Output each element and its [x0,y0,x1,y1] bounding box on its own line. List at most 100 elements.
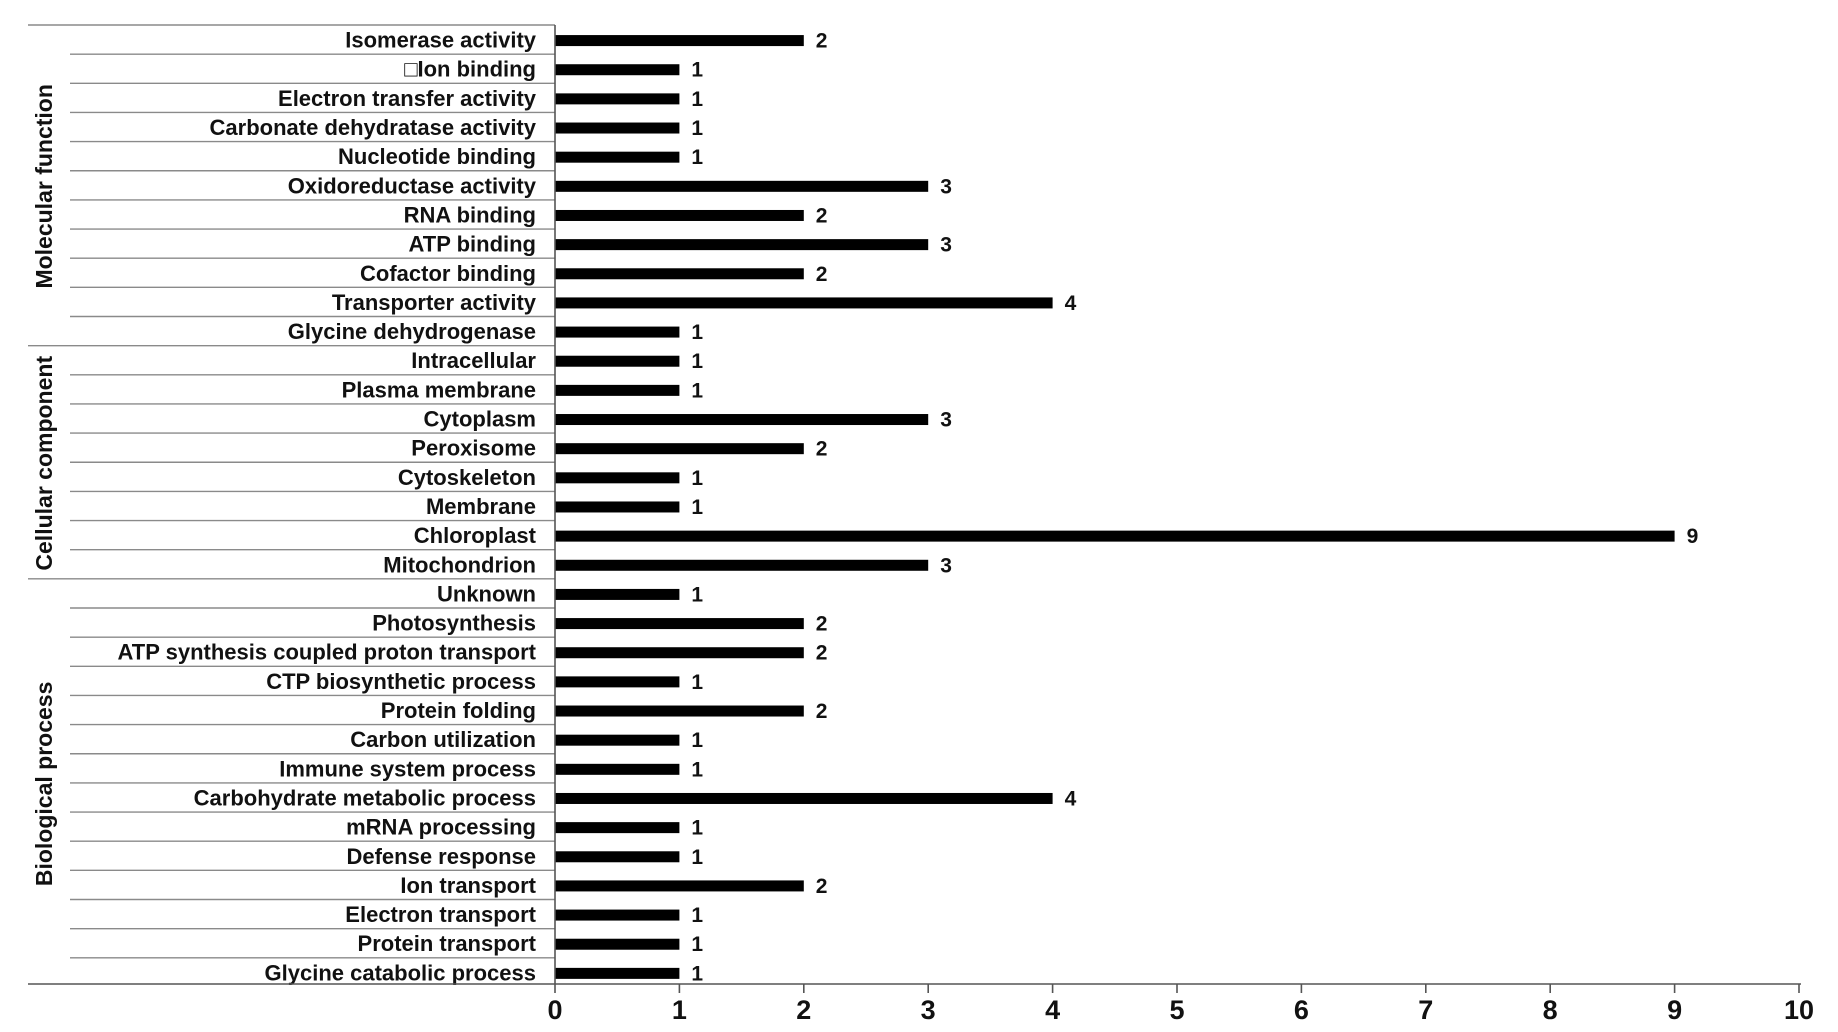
value-labels: 2 1 1 1 1 3 2 3 2 4 1 1 1 3 2 1 1 9 3 1 2 2 1 2 1 1 4 1 1 2 1 1 1 [691,30,1698,986]
bar [555,326,680,338]
bar [555,967,680,979]
category-label: Mitochondrion [383,552,536,577]
bar [555,151,680,163]
bar [555,676,680,688]
x-tick-label: 7 [1418,995,1433,1025]
category-label: Cofactor binding [360,261,536,286]
bar [555,122,680,134]
value-label: 1 [691,583,703,606]
value-label: 1 [691,59,703,82]
value-label: 2 [816,700,828,723]
value-label: 2 [816,263,828,286]
value-label: 2 [816,204,828,227]
x-tick-label: 2 [796,995,811,1025]
value-label: 1 [691,729,703,752]
category-label: Chloroplast [414,523,537,548]
category-label: Protein folding [381,698,536,723]
value-label: 1 [691,88,703,111]
category-label: Intracellular [411,348,536,373]
group-label: Biological process [31,682,57,887]
value-label: 1 [691,933,703,956]
value-label: 1 [691,962,703,985]
bar [555,35,804,47]
category-label: CTP biosynthetic process [266,669,536,694]
bar [555,472,680,484]
value-label: 2 [816,438,828,461]
value-label: 1 [691,758,703,781]
category-label: Membrane [426,494,536,519]
category-label: Protein transport [358,931,537,956]
value-label: 3 [940,554,952,577]
category-label: Ion transport [400,873,536,898]
bar [555,559,929,571]
category-label: Defense response [346,844,536,869]
value-label: 4 [1065,292,1077,315]
x-tick-label: 1 [672,995,687,1025]
x-tick-label: 3 [921,995,936,1025]
group-label: Molecular function [31,84,57,288]
bar [555,530,1675,542]
category-separators [28,24,555,959]
value-label: 2 [816,613,828,636]
category-label: Electron transport [345,902,536,927]
bar [555,792,1053,804]
bar [555,501,680,513]
bar [555,938,680,950]
category-label: Oxidoreductase activity [288,173,537,198]
x-axis: 0 1 2 3 4 5 6 7 8 9 10 [28,25,1814,1025]
category-label: Cytoplasm [424,407,536,432]
value-label: 1 [691,146,703,169]
bar [555,268,804,280]
category-label: RNA binding [404,202,536,227]
x-tick-label: 8 [1543,995,1558,1025]
value-label: 1 [691,817,703,840]
bar [555,822,680,834]
category-label: Glycine catabolic process [265,960,536,985]
bar [555,705,804,717]
x-tick-label: 0 [547,995,562,1025]
bar [555,297,1053,309]
x-tick-label: 9 [1667,995,1682,1025]
category-label: Cytoskeleton [398,465,536,490]
bar [555,239,929,251]
bar [555,414,929,426]
bar [555,64,680,76]
x-tick-label: 5 [1169,995,1184,1025]
value-label: 2 [816,875,828,898]
bar [555,180,929,192]
value-label: 1 [691,846,703,869]
category-label: mRNA processing [346,815,536,840]
category-label: Isomerase activity [345,28,537,53]
value-label: 2 [816,30,828,53]
value-label: 1 [691,467,703,490]
category-label: Glycine dehydrogenase [288,319,536,344]
x-tick-label: 4 [1045,995,1060,1025]
bar [555,93,680,105]
value-label: 3 [940,175,952,198]
bar [555,618,804,630]
bar [555,355,680,367]
bar [555,647,804,659]
category-label: Unknown [437,581,536,606]
value-label: 1 [691,350,703,373]
category-label: Peroxisome [411,436,536,461]
category-label: Carbohydrate metabolic process [194,785,536,810]
group-labels: Molecular function Cellular component Biol… [31,84,57,886]
category-label: Nucleotide binding [338,144,536,169]
value-label: 3 [940,234,952,257]
category-label: Carbonate dehydratase activity [210,115,537,140]
category-label: Electron transfer activity [278,86,537,111]
value-label: 1 [691,671,703,694]
bar [555,909,680,921]
bar [555,880,804,892]
category-label: Carbon utilization [350,727,536,752]
bar [555,384,680,396]
x-tick-label: 10 [1784,995,1814,1025]
category-label: Plasma membrane [342,377,536,402]
category-label: ATP synthesis coupled proton transport [118,640,537,665]
value-label: 4 [1065,787,1077,810]
value-label: 1 [691,321,703,344]
bar [555,209,804,221]
category-label: ATP binding [409,232,537,257]
